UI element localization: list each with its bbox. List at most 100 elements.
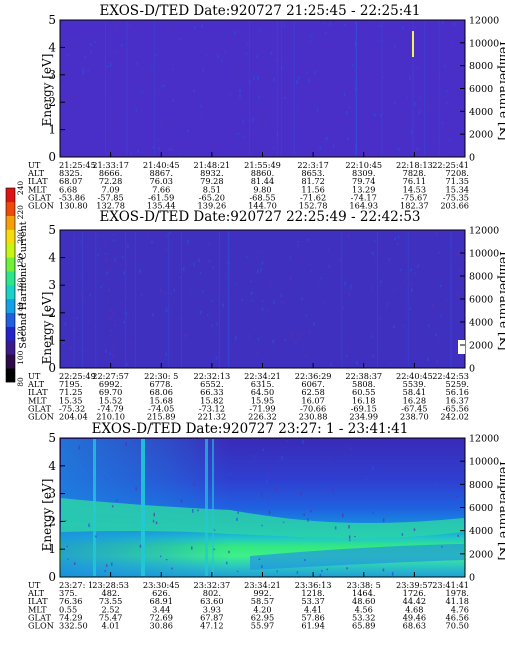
speckle-dot [198, 35, 200, 38]
ephemeris-cell: -74.79 [98, 403, 124, 413]
ytick-label: 5 [48, 13, 56, 27]
panel-1-title: EXOS-D/TED Date:920727 21:25:45 - 22:25:… [99, 3, 420, 19]
speckle-dot [70, 284, 72, 287]
ephemeris-cell: -65.20 [199, 192, 225, 202]
speckle-dot [237, 511, 239, 514]
speckle-dot [172, 99, 174, 103]
speckle-dot [113, 239, 115, 242]
speckle-dot [137, 149, 139, 153]
ephemeris-cell: 69.70 [99, 387, 122, 397]
ephemeris-cell: 76.03 [150, 176, 173, 186]
streak [354, 21, 356, 156]
speckle-dot [253, 130, 255, 134]
ephemeris-cell: 8860. [251, 168, 274, 178]
speckle-dot [190, 289, 192, 292]
y2tick-label: 8000 [469, 61, 493, 72]
panel-2-xticks [59, 363, 466, 368]
speckle-dot [193, 89, 195, 93]
speckle-dot [242, 119, 245, 124]
ephemeris-cell: 132.78 [96, 201, 125, 211]
ytick-label: 3 [48, 68, 56, 82]
speckle-dot [211, 324, 213, 327]
speckle-dot [455, 294, 458, 297]
speckle-dot [77, 236, 79, 240]
speckle-dot [270, 281, 272, 284]
colorbar-swatch [6, 368, 15, 383]
y2tick-label: 2000 [469, 341, 493, 352]
speckle-dot [356, 86, 359, 91]
speckle-dot [310, 269, 312, 273]
speckle-dot [111, 505, 114, 508]
speckle-dot [257, 269, 259, 274]
ytick-label: 5 [48, 223, 56, 237]
ephemeris-cell: 4.56 [355, 604, 373, 614]
speckle-dot [413, 528, 416, 531]
speckle-dot [356, 361, 358, 363]
streak [135, 231, 136, 367]
y2tick-label: 4000 [469, 526, 493, 537]
panel-3-y2ticks: 0 2000 4000 6000 8000 10000 12000 [460, 434, 499, 584]
ephemeris-cell: -71.62 [300, 192, 326, 202]
speckle-dot [273, 146, 275, 149]
speckle-dot [95, 535, 97, 538]
speckle-dot [82, 68, 84, 73]
y2tick-label: 2000 [469, 549, 493, 560]
speckle-dot [238, 32, 240, 35]
panel-1-y2ticks: 0 2000 4000 6000 8000 10000 12000 [460, 16, 499, 164]
speckle-dot [233, 114, 235, 116]
speckle-dot [418, 110, 420, 114]
speckle-dot [352, 64, 354, 67]
speckle-dot [165, 559, 168, 561]
colorbar-swatch [6, 201, 15, 217]
speckle-dot [281, 300, 283, 305]
ephemeris-cell: 22:30: 5 [144, 371, 178, 381]
panel-2-y2ticks: 0 2000 4000 6000 8000 10000 12000 [460, 226, 499, 375]
speckle-dot [281, 456, 283, 460]
speckle-dot [435, 482, 437, 484]
speckle-dot [409, 308, 411, 310]
speckle-dot [87, 320, 90, 324]
ephemeris-cell: 6067. [301, 379, 324, 389]
ephemeris-cell: 6778. [150, 379, 173, 389]
panel-1-xticks [59, 152, 466, 157]
speckle-dot [323, 23, 326, 25]
ephemeris-row-label: MLT [28, 395, 47, 405]
ephemeris-cell: 8932. [200, 168, 223, 178]
speckle-dot [201, 443, 204, 446]
speckle-dot [391, 571, 394, 576]
speckle-dot [402, 139, 404, 143]
speckle-dot [436, 361, 438, 363]
ephemeris-cell: 375. [59, 588, 77, 598]
speckle-dot [236, 517, 238, 521]
ephemeris-cell: 210.10 [96, 412, 125, 422]
speckle-dot [67, 54, 69, 57]
speckle-dot [245, 256, 248, 258]
speckle-dot [318, 285, 320, 287]
speckle-dot [191, 546, 193, 550]
speckle-dot [109, 316, 111, 320]
speckle-dot [411, 288, 413, 292]
panel-3: EXOS-D/TED Date:920727 23:27: 1 - 23:41:… [27, 421, 505, 631]
speckle-dot [370, 286, 373, 290]
speckle-dot [155, 351, 157, 353]
ephemeris-cell: 8867. [150, 168, 173, 178]
speckle-dot [213, 143, 215, 148]
speckle-dot [250, 280, 252, 282]
ephemeris-cell: 13.29 [352, 184, 375, 194]
ephemeris-cell: 23:36:13 [295, 580, 332, 590]
y2tick-label: 4000 [469, 107, 493, 118]
speckle-dot [224, 51, 226, 53]
speckle-dot [228, 550, 230, 554]
speckle-dot [221, 57, 223, 59]
streak [227, 231, 229, 367]
speckle-dot [266, 472, 268, 474]
ephemeris-cell: 215.89 [147, 412, 176, 422]
ephemeris-cell: 62.58 [301, 387, 324, 397]
colorbar-swatch [6, 312, 15, 327]
speckle-dot [322, 73, 325, 77]
panel-1-ylabel: Energy [eV] [40, 54, 54, 127]
speckle-dot [394, 237, 396, 241]
speckle-dot [84, 55, 87, 59]
panel-1: EXOS-D/TED Date:920727 21:25:45 - 22:25:… [27, 3, 505, 211]
ephemeris-cell: -53.86 [59, 192, 85, 202]
